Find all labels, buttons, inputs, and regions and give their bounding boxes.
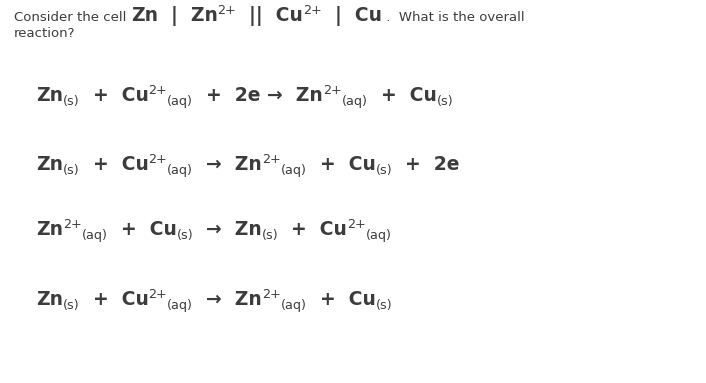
Text: +  Cu: + Cu xyxy=(80,86,148,105)
Text: Zn: Zn xyxy=(36,86,63,105)
Text: →  Zn: → Zn xyxy=(193,290,262,309)
Text: 2+: 2+ xyxy=(347,218,366,231)
Text: +  Cu: + Cu xyxy=(278,220,347,239)
Text: .  What is the overall: . What is the overall xyxy=(382,11,525,24)
Text: +  2e: + 2e xyxy=(392,155,460,174)
Text: +  Cu: + Cu xyxy=(107,220,176,239)
Text: |  Zn: | Zn xyxy=(157,6,217,26)
Text: (s): (s) xyxy=(63,164,80,177)
Text: 2+: 2+ xyxy=(323,83,342,97)
Text: (aq): (aq) xyxy=(280,299,306,312)
Text: (aq): (aq) xyxy=(280,164,306,177)
Text: (s): (s) xyxy=(436,95,453,108)
Text: (s): (s) xyxy=(176,229,193,242)
Text: +  Cu: + Cu xyxy=(306,155,376,174)
Text: 2+: 2+ xyxy=(63,218,82,231)
Text: 2+: 2+ xyxy=(217,3,237,16)
Text: +  Cu: + Cu xyxy=(80,155,148,174)
Text: Consider the cell: Consider the cell xyxy=(14,11,131,24)
Text: 2+: 2+ xyxy=(303,3,322,16)
Text: (aq): (aq) xyxy=(167,299,193,312)
Text: (aq): (aq) xyxy=(167,95,193,108)
Text: 2+: 2+ xyxy=(148,152,167,165)
Text: (s): (s) xyxy=(63,95,80,108)
Text: +  Cu: + Cu xyxy=(368,86,436,105)
Text: +  Cu: + Cu xyxy=(80,290,148,309)
Text: (s): (s) xyxy=(376,299,392,312)
Text: →  Zn: → Zn xyxy=(193,155,262,174)
Text: Zn: Zn xyxy=(131,6,157,25)
Text: (s): (s) xyxy=(63,299,80,312)
Text: →  Zn: → Zn xyxy=(193,220,262,239)
Text: (aq): (aq) xyxy=(167,164,193,177)
Text: (aq): (aq) xyxy=(366,229,392,242)
Text: (aq): (aq) xyxy=(342,95,368,108)
Text: (aq): (aq) xyxy=(82,229,107,242)
Text: 2+: 2+ xyxy=(262,288,280,301)
Text: |  Cu: | Cu xyxy=(322,6,382,26)
Text: +  Cu: + Cu xyxy=(306,290,376,309)
Text: ||  Cu: || Cu xyxy=(237,6,303,26)
Text: (s): (s) xyxy=(262,229,278,242)
Text: Zn: Zn xyxy=(36,290,63,309)
Text: +  2e →  Zn: + 2e → Zn xyxy=(193,86,323,105)
Text: (s): (s) xyxy=(376,164,392,177)
Text: Zn: Zn xyxy=(36,155,63,174)
Text: 2+: 2+ xyxy=(148,83,167,97)
Text: reaction?: reaction? xyxy=(14,27,76,40)
Text: 2+: 2+ xyxy=(148,288,167,301)
Text: 2+: 2+ xyxy=(262,152,280,165)
Text: Zn: Zn xyxy=(36,220,63,239)
